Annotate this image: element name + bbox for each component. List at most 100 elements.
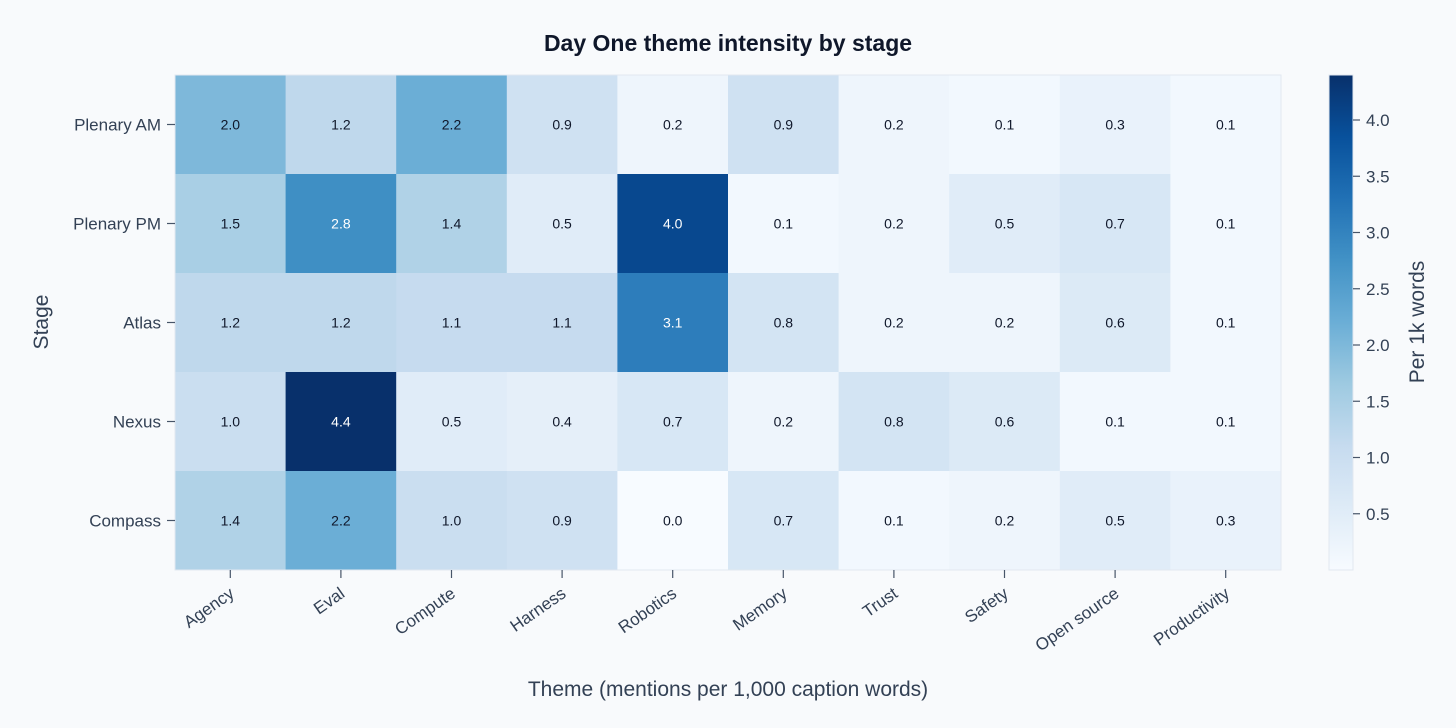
- heatmap-cell: [728, 273, 840, 373]
- cell-value-label: 0.2: [663, 117, 683, 133]
- cell-value-label: 1.0: [221, 414, 241, 430]
- heatmap-cell: [1059, 471, 1171, 571]
- colorbar-ticks: 0.5 1.0 1.5 2.0 2.5 3.0 3.5 4.0: [1353, 111, 1390, 524]
- cell-value-label: 0.9: [774, 117, 794, 133]
- y-tick-label: Atlas: [123, 314, 161, 333]
- cell-value-label: 1.1: [552, 315, 572, 331]
- heatmap-cell: [285, 273, 397, 373]
- x-tick-label: Eval: [310, 584, 348, 619]
- heatmap-cell: [1170, 273, 1282, 373]
- heatmap-cell: [396, 75, 508, 175]
- cell-value-label: 0.3: [1105, 117, 1125, 133]
- cell-value-label: 0.2: [995, 315, 1015, 331]
- heatmap-cell: [617, 273, 729, 373]
- colorbar-tick-label: 4.0: [1366, 111, 1390, 130]
- heatmap-cell: [506, 372, 618, 472]
- heatmap-cell: [1059, 75, 1171, 175]
- heatmap-cell: [949, 174, 1061, 274]
- heatmap-cell: [617, 471, 729, 571]
- colorbar-label: Per 1k words: [1406, 261, 1429, 384]
- heatmap-cell: [285, 372, 397, 472]
- cell-value-label: 0.1: [1216, 414, 1236, 430]
- y-tick-label: Compass: [89, 512, 161, 531]
- heatmap-cell: [1170, 372, 1282, 472]
- heatmap-cell: [506, 75, 618, 175]
- heatmap-cell: [838, 75, 950, 175]
- cell-value-label: 4.4: [331, 414, 351, 430]
- heatmap-cell: [1059, 273, 1171, 373]
- cell-value-label: 0.2: [774, 414, 794, 430]
- heatmap-cell: [838, 471, 950, 571]
- y-axis-ticks: Plenary AM Plenary PM Atlas Nexus Compass: [73, 116, 175, 531]
- colorbar-tick-label: 1.0: [1366, 449, 1390, 468]
- heatmap-cell: [506, 174, 618, 274]
- colorbar-tick-label: 3.5: [1366, 167, 1390, 186]
- heatmap-cell: [838, 273, 950, 373]
- cell-value-label: 1.4: [221, 513, 241, 529]
- heatmap-cell: [175, 174, 287, 274]
- heatmap-cell: [285, 471, 397, 571]
- cell-value-label: 0.9: [552, 117, 572, 133]
- heatmap-cell: [175, 471, 287, 571]
- cell-value-label: 0.1: [884, 513, 904, 529]
- cell-value-label: 0.3: [1216, 513, 1236, 529]
- y-axis-label: Stage: [30, 295, 53, 350]
- x-axis-ticks: Agency Eval Compute Harness Robotics Memory Tr…: [180, 570, 1233, 655]
- cell-value-label: 0.2: [884, 216, 904, 232]
- x-tick-label: Memory: [729, 583, 791, 634]
- cell-value-label: 2.2: [331, 513, 351, 529]
- cell-value-label: 0.8: [884, 414, 904, 430]
- cell-value-label: 0.1: [1216, 315, 1236, 331]
- cell-value-label: 2.2: [442, 117, 462, 133]
- heatmap-cell: [1170, 471, 1282, 571]
- colorbar-tick-label: 1.5: [1366, 392, 1390, 411]
- heatmap-cell: [728, 471, 840, 571]
- x-tick-label: Compute: [391, 584, 458, 639]
- cell-value-label: 0.6: [1105, 315, 1125, 331]
- heatmap-cells: 2.0 1.2 2.2 0.9 0.2 0.9 0.2 0.1 0.3 0.1 1.5 2.8 1.4 0…: [175, 75, 1282, 571]
- cell-value-label: 4.0: [663, 216, 683, 232]
- heatmap-cell: [396, 471, 508, 571]
- x-tick-label: Robotics: [615, 584, 680, 638]
- cell-value-label: 0.7: [774, 513, 794, 529]
- colorbar-tick-label: 0.5: [1366, 505, 1390, 524]
- cell-value-label: 0.8: [774, 315, 794, 331]
- heatmap-cell: [728, 174, 840, 274]
- heatmap-cell: [617, 372, 729, 472]
- heatmap-cell: [1059, 372, 1171, 472]
- cell-value-label: 0.6: [995, 414, 1015, 430]
- cell-value-label: 0.0: [663, 513, 683, 529]
- cell-value-label: 0.5: [442, 414, 462, 430]
- colorbar-tick-label: 2.5: [1366, 280, 1390, 299]
- heatmap-cell: [175, 372, 287, 472]
- chart-title: Day One theme intensity by stage: [544, 30, 912, 56]
- cell-value-label: 0.1: [1105, 414, 1125, 430]
- x-axis-label: Theme (mentions per 1,000 caption words): [528, 678, 928, 701]
- heatmap-cell: [949, 273, 1061, 373]
- heatmap-cell: [838, 372, 950, 472]
- heatmap-cell: [617, 75, 729, 175]
- cell-value-label: 1.1: [442, 315, 462, 331]
- cell-value-label: 0.1: [1216, 216, 1236, 232]
- cell-value-label: 0.7: [1105, 216, 1125, 232]
- cell-value-label: 3.1: [663, 315, 683, 331]
- colorbar-gradient: [1328, 74, 1354, 571]
- cell-value-label: 2.8: [331, 216, 351, 232]
- cell-value-label: 2.0: [221, 117, 241, 133]
- x-tick-label: Open source: [1032, 584, 1123, 655]
- x-tick-label: Trust: [859, 584, 901, 622]
- colorbar-tick-label: 2.0: [1366, 336, 1390, 355]
- heatmap-cell: [285, 174, 397, 274]
- heatmap-cell: [728, 75, 840, 175]
- cell-value-label: 0.1: [995, 117, 1015, 133]
- heatmap-cell: [1059, 174, 1171, 274]
- colorbar: 0.5 1.0 1.5 2.0 2.5 3.0 3.5 4.0 Per 1k words: [1328, 74, 1429, 571]
- heatmap-cell: [1170, 174, 1282, 274]
- heatmap-cell: [949, 471, 1061, 571]
- y-tick-label: Plenary PM: [73, 215, 161, 234]
- cell-value-label: 1.2: [331, 315, 351, 331]
- y-tick-label: Plenary AM: [74, 116, 161, 135]
- cell-value-label: 0.2: [884, 117, 904, 133]
- cell-value-label: 0.7: [663, 414, 683, 430]
